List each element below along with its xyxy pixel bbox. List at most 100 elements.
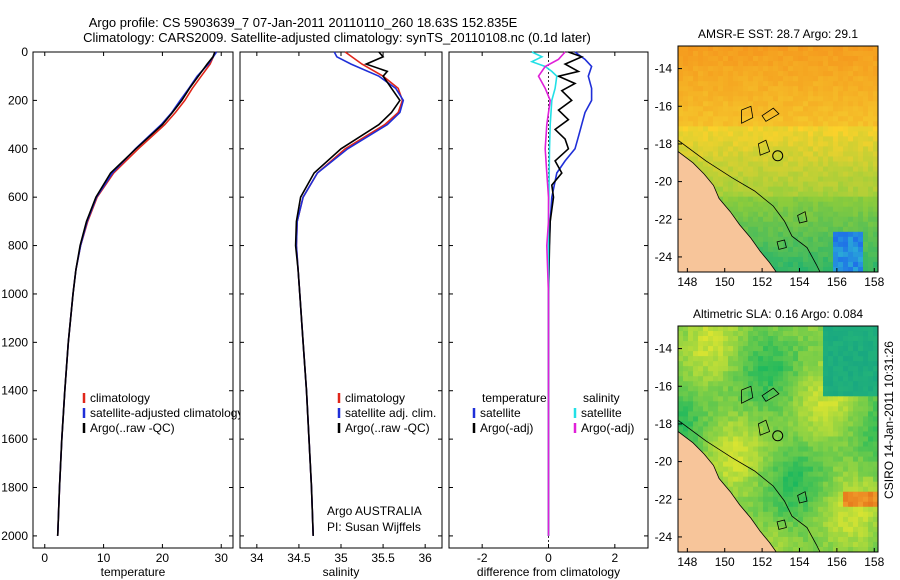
sst-cell [743, 66, 749, 72]
sst-cell [718, 81, 724, 87]
sla-cell [778, 496, 784, 503]
sst-cell [738, 176, 744, 183]
sla-cell [853, 476, 859, 483]
sla-cell [813, 471, 819, 478]
sst-cell [838, 131, 844, 137]
sst-cell [698, 86, 704, 92]
sla-cell [853, 366, 859, 372]
sla-cell [823, 431, 829, 438]
sla-cell [698, 381, 704, 387]
sla-cell [743, 501, 749, 508]
sla-cell [798, 546, 804, 552]
sla-cell [778, 361, 784, 367]
sla-cell [743, 426, 749, 433]
sst-cell [863, 266, 869, 272]
sst-cell [798, 86, 804, 92]
sst-cell [818, 76, 824, 82]
sst-cell [758, 221, 764, 228]
sla-cell [848, 441, 854, 448]
sst-cell [748, 116, 754, 122]
sla-cell [803, 426, 809, 433]
sla-cell [783, 391, 789, 397]
salinity-panel: 34 34.5 35 35.5 36salinityclimatologysatelli… [239, 51, 443, 579]
sla-cell [783, 546, 789, 552]
sla-cell [803, 501, 809, 508]
sst-cell [693, 146, 699, 153]
sst-cell [688, 71, 694, 77]
sst-cell [828, 141, 834, 148]
sla-cell [853, 446, 859, 453]
sla-cell [873, 516, 878, 523]
sst-cell [718, 136, 724, 143]
sla-cell [823, 491, 829, 498]
sla-cell [833, 441, 839, 448]
sla-cell [723, 356, 729, 362]
sla-reef-outline [797, 491, 808, 504]
sla-cell [843, 541, 849, 548]
sla-cell [783, 436, 789, 443]
sst-cell [843, 211, 849, 218]
sst-cell [828, 221, 834, 228]
sst-cell [713, 181, 719, 188]
sla-cell [788, 341, 794, 347]
sla-cell [853, 501, 859, 508]
sst-cell [863, 66, 869, 72]
sla-cell [763, 446, 769, 453]
sla-cell [728, 441, 734, 448]
sla-cell [728, 396, 734, 402]
sla-cell [788, 326, 794, 332]
sst-cell [853, 196, 859, 203]
sst-cell [773, 66, 779, 72]
sst-cell [783, 121, 789, 127]
sla-reef-outline [757, 419, 771, 436]
sla-cell [743, 371, 749, 377]
sst-cell [793, 66, 799, 72]
sla-cell [873, 366, 878, 372]
sst-cell [863, 131, 869, 137]
sst-cell [843, 246, 849, 253]
sla-cell [683, 331, 689, 337]
sla-cell [788, 521, 794, 528]
sla-cell [833, 371, 839, 377]
sla-cell [758, 516, 764, 523]
sst-cell [788, 211, 794, 218]
sst-cell [848, 171, 854, 178]
sla-cell [868, 381, 874, 387]
sla-cell [763, 336, 769, 342]
sst-cell [733, 131, 739, 137]
sla-cell [723, 336, 729, 342]
sst-cell [733, 101, 739, 107]
sla-cell [848, 371, 854, 377]
sst-cell [718, 66, 724, 72]
sst-cell [768, 211, 774, 218]
sst-cell [818, 191, 824, 198]
sla-cell [873, 371, 878, 377]
sla-cell [678, 376, 684, 382]
sst-cell [838, 161, 844, 168]
sla-cell [848, 541, 854, 548]
sst-cell [798, 71, 804, 77]
sst-map-xtick-label: 158 [864, 275, 884, 289]
sst-cell [853, 236, 859, 243]
sla-cell [868, 516, 874, 523]
sla-cell [818, 466, 824, 473]
sst-cell [758, 176, 764, 183]
sst-cell [778, 56, 784, 62]
sla-cell [843, 501, 849, 508]
sst-cell [713, 101, 719, 107]
sst-cell [768, 61, 774, 67]
sla-cell [843, 546, 849, 552]
sla-cell [798, 506, 804, 513]
sla-cell [823, 341, 829, 347]
sla-cell [858, 411, 864, 417]
sla-cell [778, 376, 784, 382]
sla-cell [843, 401, 849, 407]
sst-cell [863, 256, 869, 263]
sla-cell [873, 491, 878, 498]
sst-cell [718, 181, 724, 188]
difference-xlabel: difference from climatology [477, 565, 620, 579]
sst-cell [818, 81, 824, 87]
sst-cell [868, 76, 874, 82]
sst-cell [728, 61, 734, 67]
sla-cell [758, 386, 764, 392]
